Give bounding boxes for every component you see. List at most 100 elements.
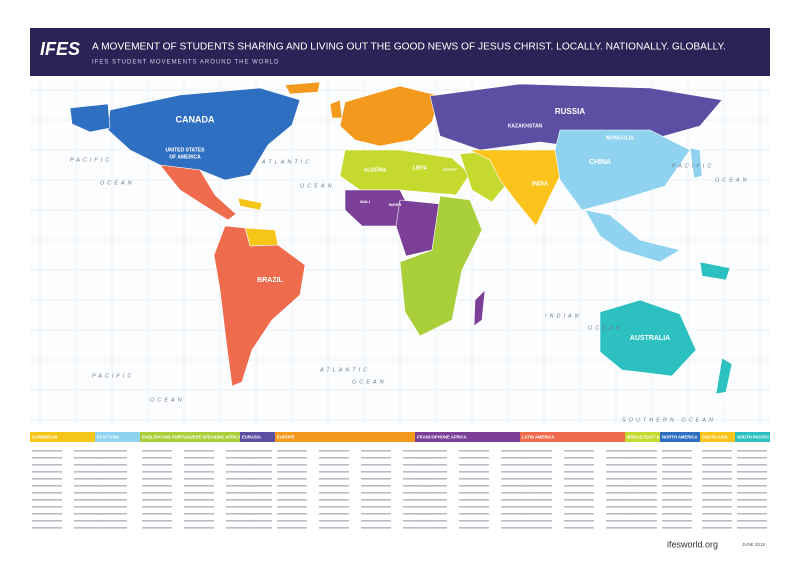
legend-swatch	[140, 432, 240, 442]
ocean-label: OCEAN	[300, 183, 335, 189]
list-line	[242, 471, 272, 473]
legend-label: EURASIA	[242, 435, 261, 440]
list-line	[277, 506, 307, 508]
list-line	[702, 520, 732, 522]
country-label: RUSSIA	[555, 107, 585, 116]
list-line	[226, 527, 256, 529]
ocean-label: SOUTHERN OCEAN	[622, 417, 716, 423]
list-line	[74, 478, 104, 480]
list-line	[737, 520, 767, 522]
region-shape	[237, 197, 263, 211]
list-line	[361, 485, 391, 487]
list-line	[606, 478, 636, 480]
list-line	[662, 450, 692, 452]
list-line	[459, 457, 489, 459]
list-line	[501, 471, 531, 473]
list-line	[564, 506, 594, 508]
country-label: NIGER	[389, 202, 402, 207]
country-label: BRAZIL	[257, 277, 283, 284]
list-line	[319, 520, 349, 522]
list-line	[627, 506, 657, 508]
list-line	[277, 478, 307, 480]
list-line	[627, 520, 657, 522]
list-line	[702, 492, 732, 494]
list-line	[277, 492, 307, 494]
list-line	[277, 520, 307, 522]
list-line	[97, 457, 127, 459]
legend-swatch	[275, 432, 415, 442]
list-line	[522, 527, 552, 529]
legend-swatch	[415, 432, 520, 442]
list-line	[501, 520, 531, 522]
list-line	[501, 485, 531, 487]
country-label: OF AMERICA	[169, 154, 201, 160]
list-line	[142, 450, 172, 452]
ocean-label: OCEAN	[352, 379, 387, 385]
ocean-label: INDIAN	[545, 313, 582, 319]
list-line	[74, 527, 104, 529]
region-shape	[213, 225, 306, 387]
list-line	[627, 457, 657, 459]
list-line	[737, 492, 767, 494]
logo: IFES	[40, 39, 80, 59]
list-line	[737, 485, 767, 487]
list-line	[606, 492, 636, 494]
region-shape	[244, 227, 279, 247]
list-line	[361, 464, 391, 466]
list-line	[97, 450, 127, 452]
list-line	[606, 457, 636, 459]
list-line	[319, 513, 349, 515]
list-line	[242, 499, 272, 501]
list-line	[32, 506, 62, 508]
list-line	[627, 485, 657, 487]
list-line	[564, 520, 594, 522]
list-line	[226, 499, 256, 501]
header-band	[30, 28, 770, 76]
list-line	[702, 499, 732, 501]
list-line	[417, 457, 447, 459]
list-line	[32, 450, 62, 452]
list-line	[417, 527, 447, 529]
list-line	[242, 513, 272, 515]
country-label: INDIA	[532, 182, 549, 188]
list-line	[184, 450, 214, 452]
list-line	[277, 457, 307, 459]
country-label: ALGERIA	[364, 167, 387, 173]
list-line	[522, 492, 552, 494]
region-shape	[339, 149, 471, 196]
list-line	[702, 506, 732, 508]
list-line	[277, 527, 307, 529]
list-line	[417, 499, 447, 501]
list-line	[417, 506, 447, 508]
list-line	[501, 478, 531, 480]
list-line	[142, 513, 172, 515]
list-line	[417, 520, 447, 522]
list-line	[662, 464, 692, 466]
list-line	[184, 457, 214, 459]
list-line	[564, 499, 594, 501]
list-line	[319, 499, 349, 501]
list-line	[737, 527, 767, 529]
country-label: CANADA	[176, 114, 215, 124]
list-line	[74, 450, 104, 452]
list-line	[564, 478, 594, 480]
movement-lists	[32, 450, 767, 529]
list-line	[627, 478, 657, 480]
legend-swatch	[735, 432, 770, 442]
region-shape	[584, 209, 681, 263]
region-shape	[699, 261, 731, 281]
list-line	[459, 520, 489, 522]
list-line	[522, 464, 552, 466]
list-line	[417, 464, 447, 466]
legend-swatch	[240, 432, 275, 442]
list-line	[459, 506, 489, 508]
region-shape	[69, 103, 111, 133]
list-line	[97, 506, 127, 508]
list-line	[606, 506, 636, 508]
list-line	[74, 506, 104, 508]
list-line	[226, 506, 256, 508]
list-line	[501, 499, 531, 501]
list-line	[319, 457, 349, 459]
list-line	[74, 471, 104, 473]
list-line	[459, 513, 489, 515]
